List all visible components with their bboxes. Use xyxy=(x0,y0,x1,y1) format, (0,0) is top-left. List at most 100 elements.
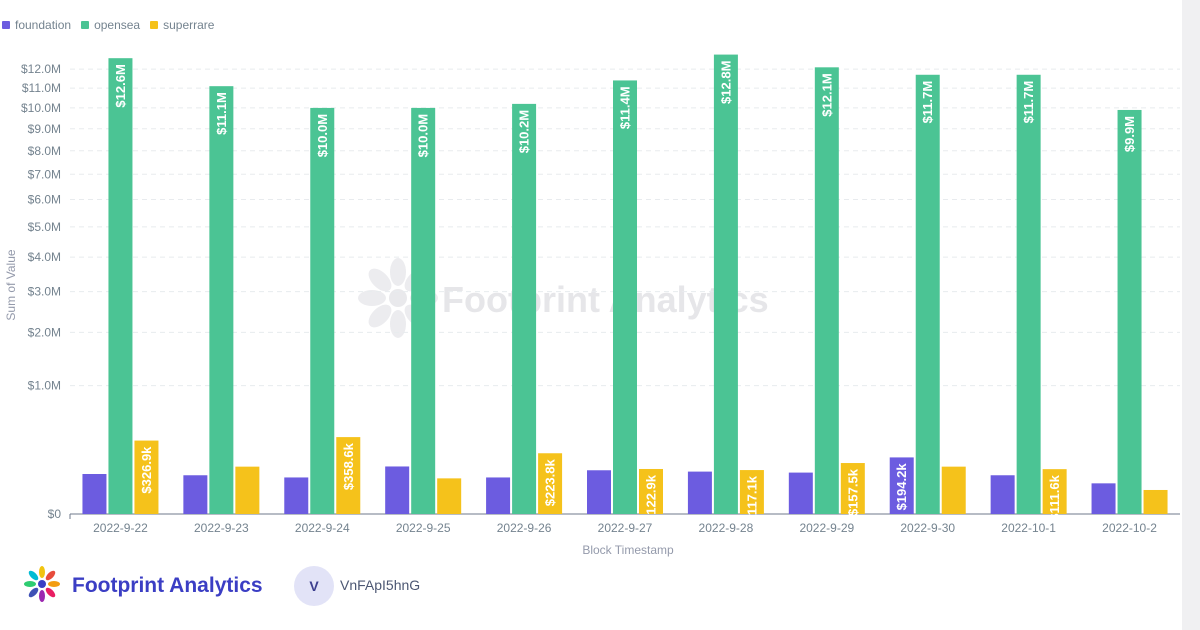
legend-label: opensea xyxy=(94,18,141,32)
logo-petal xyxy=(45,587,56,598)
logo-petal xyxy=(28,587,39,598)
bar-opensea xyxy=(613,80,637,514)
footer-logo[interactable]: Footprint Analytics xyxy=(20,566,263,606)
legend-item[interactable]: superrare xyxy=(150,17,214,33)
bar-superrare xyxy=(639,468,663,514)
bar-opensea xyxy=(1016,74,1041,515)
x-axis-title: Block Timestamp xyxy=(582,543,674,557)
watermark-center xyxy=(389,289,407,307)
bar-foundation xyxy=(1091,483,1116,514)
bar-foundation xyxy=(486,477,511,514)
y-tick-label: $4.0M xyxy=(28,250,61,264)
data-label: $12.6M xyxy=(113,64,128,107)
y-tick-label: $10.0M xyxy=(21,101,61,115)
bar-foundation xyxy=(587,470,611,514)
x-tick-label: 2022-9-27 xyxy=(598,521,653,535)
bar-foundation xyxy=(82,474,107,514)
legend-swatch xyxy=(81,21,90,29)
bar-superrare xyxy=(336,437,361,514)
legend-item[interactable]: foundation xyxy=(2,17,71,33)
bar-opensea xyxy=(512,103,537,514)
x-tick-label: 2022-9-30 xyxy=(900,521,955,535)
legend-swatch xyxy=(150,21,159,29)
x-tick-label: 2022-10-1 xyxy=(1001,521,1056,535)
bar-foundation xyxy=(284,477,309,514)
data-label: $358.6k xyxy=(341,442,356,490)
data-label: $12.8M xyxy=(718,61,733,104)
y-tick-label: $5.0M xyxy=(28,220,61,234)
watermark-petal xyxy=(390,258,406,286)
bar-superrare xyxy=(437,478,462,514)
bar-superrare xyxy=(1042,469,1067,514)
data-label: $10.0M xyxy=(416,114,431,157)
bar-superrare xyxy=(941,466,966,514)
bar-foundation xyxy=(385,466,410,514)
y-tick-label: $7.0M xyxy=(28,167,61,181)
y-tick-label: $8.0M xyxy=(28,144,61,158)
bar-superrare xyxy=(235,466,260,514)
bar-opensea xyxy=(310,107,335,514)
y-axis-title: Sum of Value xyxy=(4,249,18,320)
data-label: $12.1M xyxy=(819,73,834,116)
watermark-petal xyxy=(368,268,392,292)
chart-legend: foundation opensea superrare xyxy=(2,17,214,33)
y-tick-label: $0 xyxy=(48,507,62,521)
data-label: $117.1k xyxy=(744,475,759,522)
data-label: $326.9k xyxy=(139,446,154,494)
data-label: $122.9k xyxy=(644,474,659,522)
avatar[interactable]: V xyxy=(294,566,334,606)
data-label: $11.4M xyxy=(618,86,633,129)
bar-foundation xyxy=(183,475,208,514)
data-label: $194.2k xyxy=(894,463,909,511)
bar-superrare xyxy=(538,453,563,514)
data-label: $11.7M xyxy=(1021,81,1036,124)
y-tick-label: $1.0M xyxy=(28,379,61,393)
avatar-initial: V xyxy=(309,578,319,594)
legend-item[interactable]: opensea xyxy=(81,17,140,33)
bar-superrare xyxy=(739,470,764,514)
data-label: $9.9M xyxy=(1122,116,1137,152)
watermark-petal xyxy=(358,290,386,306)
watermark-petal xyxy=(390,310,406,338)
bar-opensea xyxy=(713,54,738,515)
bar-opensea xyxy=(209,86,234,514)
y-tick-label: $2.0M xyxy=(28,325,61,339)
bar-opensea xyxy=(1117,109,1142,514)
bar-foundation xyxy=(687,471,712,514)
data-label: $11.1M xyxy=(214,92,229,135)
legend-swatch xyxy=(2,21,10,29)
logo-petal xyxy=(39,590,45,602)
y-tick-label: $11.0M xyxy=(22,81,61,95)
y-tick-label: $12.0M xyxy=(21,62,61,76)
footer-brand-name: Footprint Analytics xyxy=(72,574,263,597)
x-tick-label: 2022-9-28 xyxy=(699,521,754,535)
bar-superrare xyxy=(840,463,865,514)
bar-opensea xyxy=(915,74,940,515)
logo-petal xyxy=(28,570,39,581)
y-tick-label: $3.0M xyxy=(28,285,61,299)
bar-opensea xyxy=(814,67,839,514)
data-label: $10.0M xyxy=(315,114,330,157)
bar-foundation xyxy=(990,475,1015,514)
data-label: $157.5k xyxy=(845,468,860,516)
x-tick-label: 2022-9-23 xyxy=(194,521,249,535)
data-label: $111.6k xyxy=(1047,474,1062,520)
x-tick-label: 2022-10-2 xyxy=(1102,521,1157,535)
y-tick-label: $6.0M xyxy=(28,192,61,206)
bar-superrare xyxy=(134,440,159,514)
logo-petal xyxy=(39,566,45,578)
x-tick-label: 2022-9-24 xyxy=(295,521,350,535)
logo-petal xyxy=(48,581,60,587)
bar-foundation xyxy=(889,457,914,514)
x-tick-label: 2022-9-22 xyxy=(93,521,148,535)
username[interactable]: VnFApI5hnG xyxy=(340,577,421,593)
bar-chart: Footprint Analytics$0$1.0M$2.0M$3.0M$4.0… xyxy=(4,54,1180,557)
x-tick-label: 2022-9-26 xyxy=(497,521,552,535)
data-label: $223.8k xyxy=(543,458,558,506)
legend-label: superrare xyxy=(163,18,215,32)
logo-petal xyxy=(45,570,56,581)
bar-foundation xyxy=(788,472,813,514)
x-tick-label: 2022-9-29 xyxy=(799,521,854,535)
watermark-petal xyxy=(368,304,392,328)
data-label: $10.2M xyxy=(517,110,532,153)
